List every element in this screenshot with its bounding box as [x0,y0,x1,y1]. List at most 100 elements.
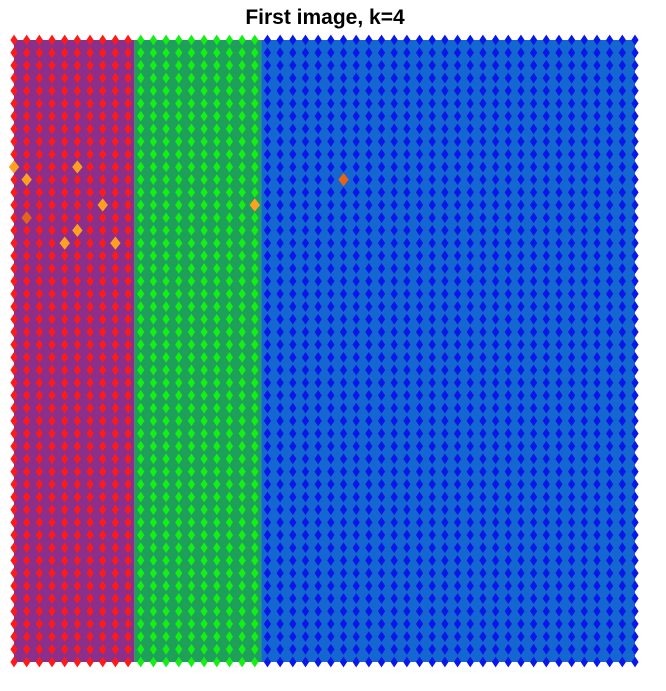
data-point-blue [276,593,284,604]
data-point-blue [289,643,297,655]
data-point-red [86,631,94,643]
data-point-blue [593,148,601,160]
data-point-green [251,593,259,604]
data-point-green [187,478,196,490]
data-point-green [175,98,183,109]
data-point-green [238,47,246,59]
data-point-blue [517,656,525,668]
data-point-blue [517,148,525,160]
data-point-red [10,186,18,198]
data-point-blue [377,225,386,236]
data-point-red [124,364,132,376]
data-point-red [10,72,18,84]
data-point-blue [491,364,500,376]
data-point-blue [301,631,310,643]
data-point-blue [606,263,614,274]
data-point-blue [530,466,538,477]
data-point-blue [403,275,411,287]
data-point-green [213,491,221,503]
data-point-blue [390,250,398,262]
data-point-green [238,377,246,389]
data-point-blue [415,237,424,249]
data-point-blue [542,174,550,186]
data-point-red [111,491,119,503]
data-point-blue [276,656,284,668]
data-point-green [187,263,196,274]
data-point-blue [365,529,373,541]
data-point-green [162,466,170,477]
data-point-blue [441,275,449,287]
data-point-blue [289,593,297,604]
data-point-blue [631,415,639,427]
data-point-blue [517,288,525,300]
data-point-blue [339,47,348,59]
data-point-blue [466,72,474,84]
data-point-blue [631,516,639,528]
data-point-blue [377,529,386,541]
data-point-red [35,161,43,173]
data-point-blue [263,542,272,554]
data-point-green [162,440,170,452]
data-point-green [149,605,158,617]
data-point-blue [491,440,500,452]
data-point-red [61,199,69,211]
data-point-green [200,351,208,363]
data-point-red [10,529,18,541]
data-point-blue [289,301,297,312]
data-point-blue [339,580,348,592]
data-point-blue [453,47,462,59]
data-point-blue [263,275,272,287]
data-point-blue [466,351,474,363]
data-point-blue [593,440,601,452]
data-point-blue [403,440,411,452]
data-point-blue [314,390,322,401]
data-point-blue [428,567,436,579]
data-point-red [99,631,107,643]
data-point-blue [377,516,386,528]
data-point-green [187,72,196,84]
data-point-red [73,59,81,71]
data-point-red [48,136,56,147]
data-point-red [99,186,107,198]
data-point-blue [441,85,449,97]
data-point-green [162,339,170,351]
data-point-blue [542,402,550,414]
data-point-green [149,110,158,122]
data-point-blue [263,250,272,262]
data-point-red [23,428,31,439]
data-point-blue [314,123,322,135]
data-point-blue [365,225,373,236]
data-point-green [238,174,246,186]
data-point-red [35,237,43,249]
data-point-green [238,440,246,452]
data-point-green [200,275,208,287]
data-point-blue [618,225,626,236]
data-point-red [86,415,94,427]
data-point-blue [568,491,576,503]
data-point-blue [327,631,335,643]
data-point-green [149,516,158,528]
data-point-green [238,301,246,312]
data-point-blue [301,440,310,452]
data-point-blue [593,47,601,59]
data-point-green [137,402,145,414]
data-point-blue [441,212,449,224]
data-point-blue [568,85,576,97]
data-point-blue [631,618,639,630]
data-point-green [175,326,183,338]
data-point-red [10,110,18,122]
data-point-blue [479,428,487,439]
data-point-green [149,161,158,173]
data-point-blue [390,542,398,554]
data-point-blue [466,428,474,439]
data-point-blue [542,186,550,198]
data-point-blue [314,110,322,122]
data-point-red [48,301,56,312]
data-point-red [124,98,132,109]
data-point-blue [517,643,525,655]
data-point-red [10,301,18,312]
data-point-blue [365,250,373,262]
data-point-red [99,542,107,554]
data-point-red [23,225,31,236]
data-point-blue [301,529,310,541]
